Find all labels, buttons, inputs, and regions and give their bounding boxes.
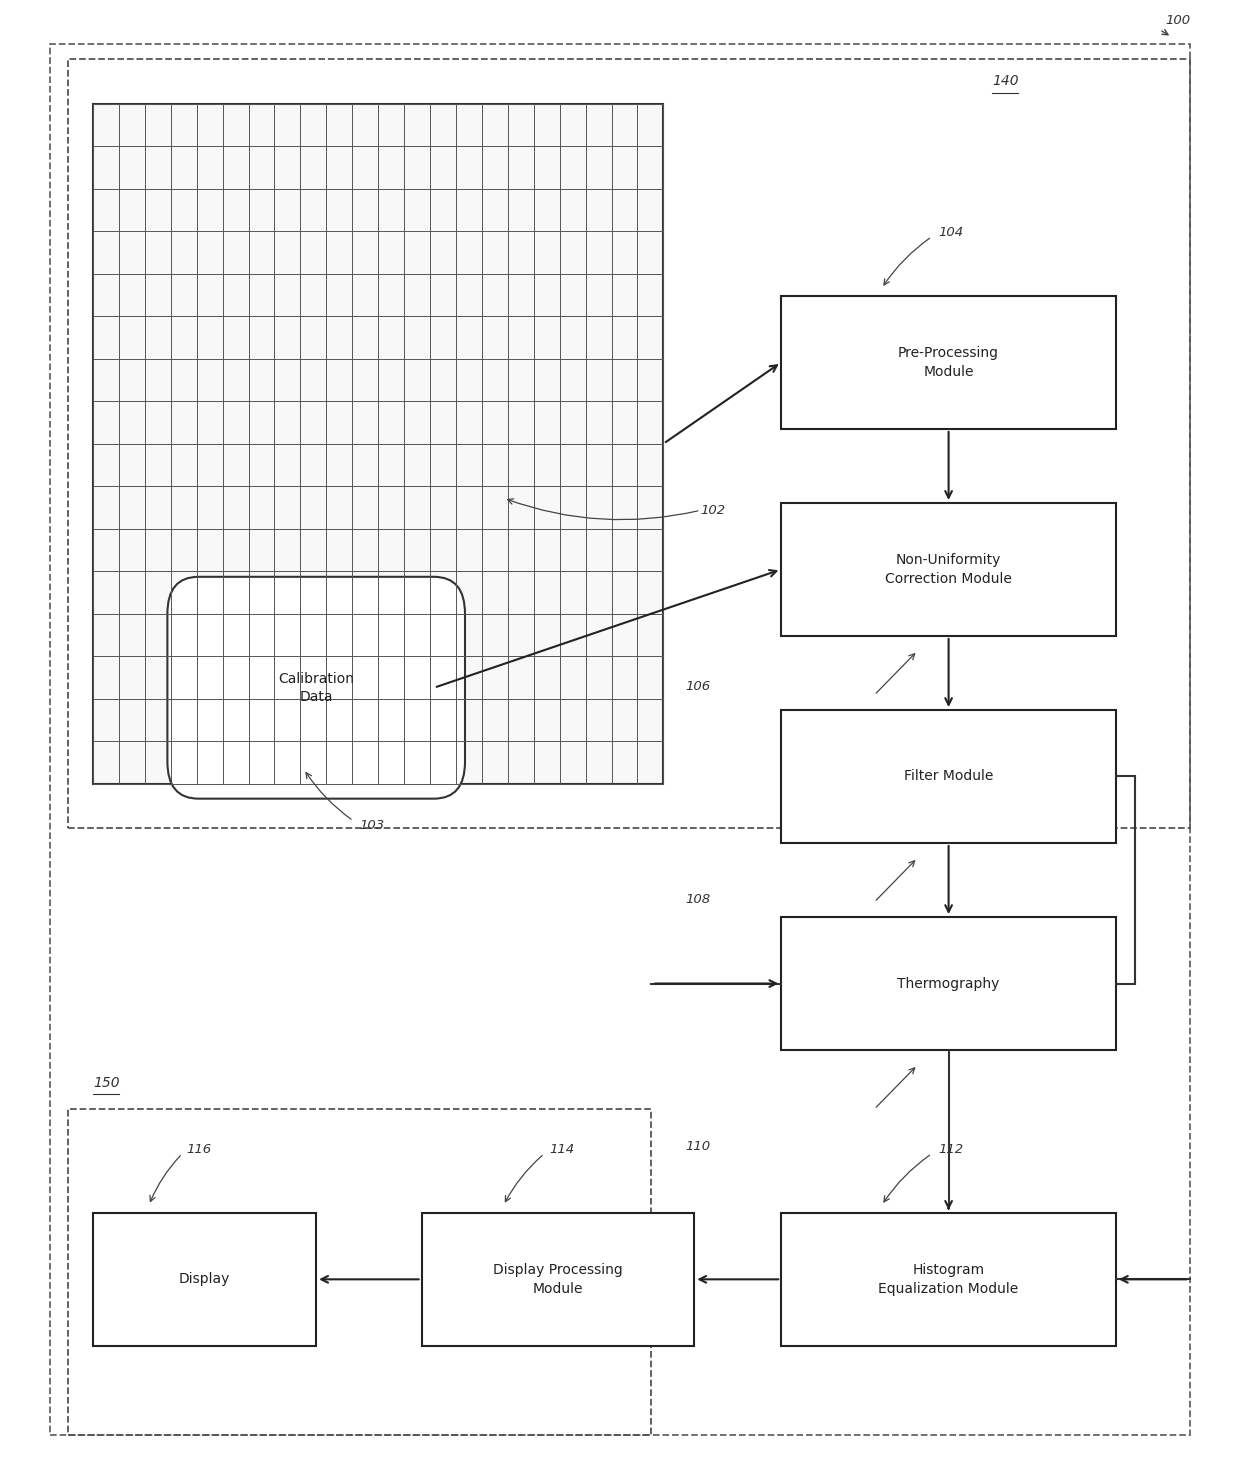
- Text: 110: 110: [686, 1140, 711, 1152]
- Text: 150: 150: [93, 1075, 119, 1090]
- Bar: [781, 710, 1116, 843]
- FancyBboxPatch shape: [167, 577, 465, 799]
- Text: Filter Module: Filter Module: [904, 769, 993, 784]
- Text: 108: 108: [686, 893, 711, 905]
- Text: 116: 116: [187, 1143, 212, 1155]
- Bar: [422, 1213, 694, 1346]
- Text: Display: Display: [179, 1272, 231, 1287]
- Bar: [93, 1213, 316, 1346]
- Text: 106: 106: [686, 680, 711, 692]
- Bar: [68, 59, 1190, 828]
- Bar: [68, 1109, 651, 1435]
- Text: 112: 112: [939, 1143, 963, 1155]
- Bar: [781, 503, 1116, 636]
- Text: Display Processing
Module: Display Processing Module: [494, 1263, 622, 1296]
- Text: 100: 100: [1166, 13, 1190, 27]
- Text: 114: 114: [549, 1143, 575, 1155]
- Text: 102: 102: [701, 504, 725, 516]
- Bar: [93, 104, 663, 784]
- Text: Non-Uniformity
Correction Module: Non-Uniformity Correction Module: [885, 553, 1012, 586]
- Text: Pre-Processing
Module: Pre-Processing Module: [898, 346, 999, 379]
- Bar: [781, 1213, 1116, 1346]
- Text: 103: 103: [360, 819, 384, 831]
- Text: Histogram
Equalization Module: Histogram Equalization Module: [878, 1263, 1019, 1296]
- Text: 104: 104: [939, 226, 963, 238]
- Text: Thermography: Thermography: [898, 976, 999, 991]
- Text: 140: 140: [992, 74, 1018, 89]
- Text: Calibration
Data: Calibration Data: [278, 671, 355, 704]
- Bar: [781, 296, 1116, 429]
- Bar: [781, 917, 1116, 1050]
